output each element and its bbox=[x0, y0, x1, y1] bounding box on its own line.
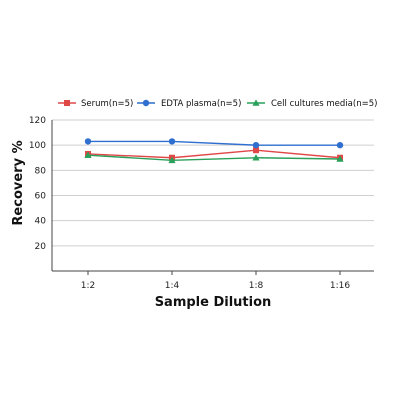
data-point bbox=[336, 141, 344, 149]
data-point bbox=[336, 155, 344, 162]
gridlines bbox=[52, 119, 374, 247]
legend-label: Serum(n=5) bbox=[81, 99, 133, 109]
legend-label: Cell cultures media(n=5) bbox=[271, 99, 377, 109]
data-point bbox=[84, 151, 92, 159]
y-tick-label: 80 bbox=[35, 166, 47, 176]
x-tick-label: 1:2 bbox=[81, 281, 95, 291]
data-point bbox=[84, 138, 92, 145]
y-tick-label: 60 bbox=[35, 192, 47, 202]
tick-labels: 20 40 60 80 100 120 1:2 1:4 1:8 1:16 bbox=[29, 116, 351, 291]
legend-item: Serum(n=5) bbox=[58, 99, 133, 109]
legend-marker bbox=[64, 100, 70, 106]
data-point bbox=[252, 154, 260, 161]
y-tick-label: 120 bbox=[29, 116, 46, 126]
series-group bbox=[84, 138, 344, 164]
series-2 bbox=[84, 138, 344, 149]
data-point bbox=[168, 156, 176, 164]
y-axis-title: Recovery % bbox=[11, 140, 26, 225]
y-tick-label: 20 bbox=[35, 242, 47, 252]
y-tick-label: 40 bbox=[35, 217, 47, 227]
x-tick-label: 1:8 bbox=[249, 281, 264, 291]
legend-marker bbox=[252, 99, 260, 106]
y-tick-label: 100 bbox=[29, 141, 46, 151]
legend-marker bbox=[142, 99, 150, 107]
x-tick-label: 1:4 bbox=[165, 281, 180, 291]
data-point bbox=[252, 141, 260, 149]
legend-item: Cell cultures media(n=5) bbox=[247, 99, 377, 109]
data-point bbox=[253, 147, 259, 154]
series-line bbox=[87, 149, 341, 159]
x-axis-title: Sample Dilution bbox=[155, 295, 272, 310]
legend: Serum(n=5) EDTA plasma(n=5) Cell cultures … bbox=[58, 99, 377, 109]
series-line bbox=[87, 154, 341, 161]
series-line bbox=[88, 140, 340, 146]
x-tick-label: 1:16 bbox=[330, 281, 350, 291]
axes bbox=[51, 120, 374, 275]
legend-label: EDTA plasma(n=5) bbox=[161, 99, 241, 109]
legend-item: EDTA plasma(n=5) bbox=[137, 99, 241, 109]
data-point bbox=[168, 138, 176, 145]
series-3 bbox=[84, 151, 344, 164]
